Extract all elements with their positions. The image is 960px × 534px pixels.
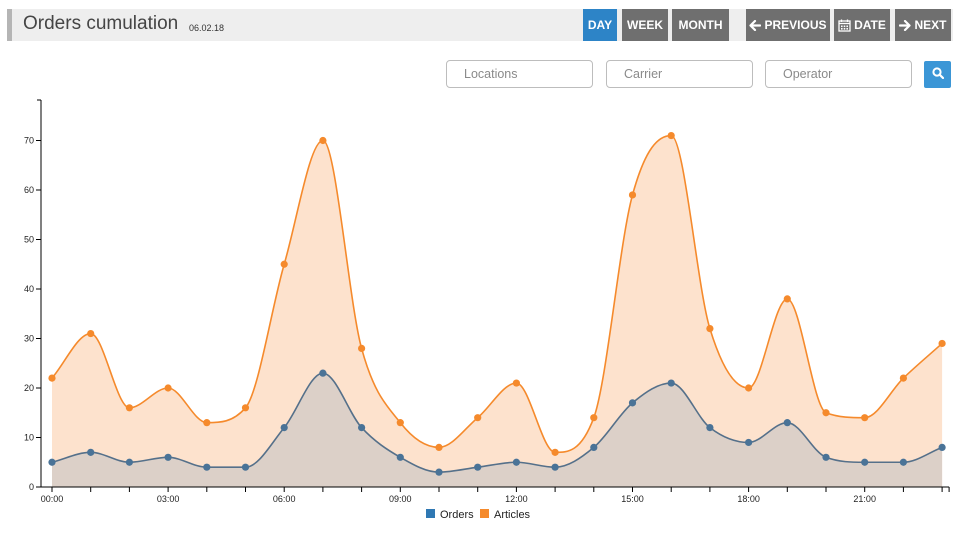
articles-point-20:00 [822, 409, 830, 417]
y-tick-label-20: 20 [24, 383, 34, 393]
y-tick-label-0: 0 [29, 482, 34, 492]
x-tick-label-12:00: 12:00 [505, 494, 528, 504]
articles-point-17:00 [706, 325, 714, 333]
operator-input[interactable] [765, 60, 912, 88]
articles-point-04:00 [203, 419, 211, 427]
articles-area [52, 135, 943, 488]
articles-point-15:00 [628, 191, 637, 199]
articles-point-13:00 [551, 448, 559, 456]
articles-point-08:00 [358, 344, 366, 352]
articles-point-05:00 [241, 404, 250, 412]
orders-point-19:00 [783, 419, 791, 427]
orders-point-00:00 [48, 458, 56, 466]
articles-point-09:00 [396, 419, 404, 427]
orders-point-04:00 [203, 463, 211, 471]
articles-point-00:00 [48, 374, 56, 382]
arrow-right-icon [899, 19, 912, 31]
orders-point-06:00 [280, 424, 288, 432]
calendar-icon [838, 19, 851, 32]
y-tick-label-60: 60 [24, 185, 34, 195]
articles-point-01:00 [87, 329, 95, 338]
week-button[interactable]: WEEK [622, 9, 668, 41]
y-tick-label-70: 70 [24, 136, 34, 146]
orders-point-03:00 [164, 453, 172, 461]
page-title: Orders cumulation [23, 13, 179, 34]
articles-point-14:00 [590, 414, 598, 422]
y-tick-label-30: 30 [24, 334, 34, 344]
previous-button-label: PREVIOUS [764, 18, 827, 32]
articles-point-10:00 [435, 443, 443, 451]
x-tick-label-00:00: 00:00 [41, 494, 64, 504]
x-tick-label-06:00: 06:00 [273, 494, 296, 504]
orders-point-14:00 [590, 443, 598, 451]
week-button-label: WEEK [627, 18, 663, 32]
date-button-label: DATE [854, 18, 886, 32]
orders-point-16:00 [667, 379, 675, 387]
articles-point-03:00 [164, 384, 172, 392]
articles-point-23:00 [938, 339, 946, 348]
articles-point-02:00 [125, 404, 133, 412]
articles-point-19:00 [783, 295, 791, 303]
orders-point-17:00 [706, 424, 714, 432]
orders-point-20:00 [822, 453, 830, 461]
orders-area [52, 373, 943, 487]
orders-point-15:00 [628, 399, 637, 407]
previous-button[interactable]: PREVIOUS [746, 9, 830, 41]
x-tick-label-09:00: 09:00 [389, 494, 412, 504]
x-tick-label-03:00: 03:00 [157, 494, 180, 504]
articles-point-11:00 [474, 414, 482, 422]
articles-point-07:00 [319, 136, 327, 145]
orders-point-22:00 [899, 458, 908, 466]
x-tick-label-15:00: 15:00 [621, 494, 644, 504]
orders-point-07:00 [319, 369, 327, 377]
x-tick-label-18:00: 18:00 [737, 494, 760, 504]
month-button-label: MONTH [678, 18, 723, 32]
day-button[interactable]: DAY [583, 9, 617, 41]
search-button[interactable] [924, 61, 951, 88]
orders-point-09:00 [396, 453, 404, 461]
orders-point-10:00 [435, 468, 443, 476]
y-tick-label-40: 40 [24, 284, 34, 294]
orders-point-11:00 [474, 463, 482, 471]
legend-swatch-articles [480, 509, 489, 518]
orders-cumulation-chart: 0 10 20 30 40 50 60 70 00:00 03:00 06:00 09:00 12:00… [24, 99, 950, 521]
arrow-left-icon [749, 19, 762, 31]
legend-label-orders: Orders [440, 509, 474, 521]
page-date: 06.02.18 [189, 23, 225, 33]
articles-point-12:00 [512, 379, 521, 387]
orders-point-21:00 [861, 458, 869, 466]
next-button-label: NEXT [914, 18, 947, 32]
orders-point-18:00 [745, 438, 753, 447]
orders-point-01:00 [87, 448, 95, 456]
date-button[interactable]: DATE [834, 9, 890, 41]
orders-point-23:00 [938, 443, 946, 451]
legend-swatch-orders [426, 509, 435, 518]
carrier-input[interactable] [606, 60, 753, 88]
y-tick-label-10: 10 [24, 433, 34, 443]
locations-input[interactable] [446, 60, 593, 88]
orders-point-05:00 [241, 463, 250, 471]
y-tick-label-50: 50 [24, 235, 34, 245]
x-tick-label-21:00: 21:00 [853, 494, 876, 504]
articles-point-18:00 [745, 384, 753, 392]
month-button[interactable]: MONTH [672, 9, 729, 41]
articles-line [51, 134, 943, 454]
day-button-label: DAY [587, 18, 613, 32]
articles-point-16:00 [667, 131, 675, 140]
search-icon [931, 66, 944, 84]
orders-point-02:00 [125, 458, 133, 466]
articles-point-06:00 [280, 260, 288, 268]
orders-point-08:00 [358, 424, 366, 432]
orders-point-12:00 [512, 458, 521, 466]
orders-point-13:00 [551, 463, 559, 471]
legend-label-articles: Articles [494, 509, 531, 521]
articles-point-21:00 [861, 414, 869, 422]
articles-point-22:00 [899, 374, 908, 382]
next-button[interactable]: NEXT [895, 9, 951, 41]
